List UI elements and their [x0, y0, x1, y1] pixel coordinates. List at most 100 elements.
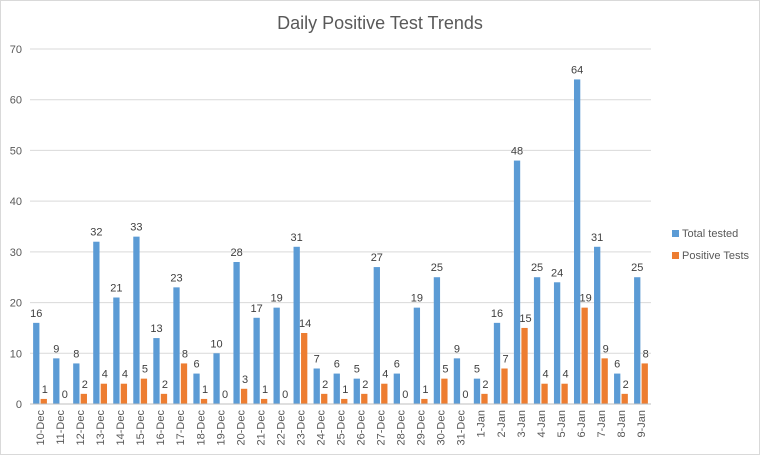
data-label-positive-tests: 9 — [603, 343, 609, 355]
data-label-total-tested: 17 — [250, 303, 262, 315]
legend-label-total-tested: Total tested — [682, 228, 738, 240]
bar-total-tested — [213, 353, 220, 404]
y-tick-label: 20 — [10, 298, 22, 310]
data-label-positive-tests: 0 — [402, 389, 408, 401]
data-label-positive-tests: 5 — [142, 364, 148, 376]
x-tick-label: 22-Dec — [275, 410, 287, 446]
bar-total-tested — [253, 317, 260, 404]
bar-total-tested — [553, 282, 561, 404]
bar-total-tested — [353, 378, 360, 404]
legend-swatch-positive-tests — [672, 252, 679, 259]
data-label-total-tested: 25 — [531, 262, 543, 274]
bar-total-tested — [193, 373, 200, 404]
bar-positive-tests — [501, 368, 508, 404]
data-label-positive-tests: 4 — [382, 369, 388, 381]
data-label-total-tested: 8 — [73, 348, 79, 360]
data-label-total-tested: 7 — [314, 354, 320, 366]
data-label-total-tested: 6 — [394, 359, 400, 371]
data-label-total-tested: 48 — [511, 146, 523, 158]
data-label-total-tested: 6 — [193, 359, 199, 371]
x-tick-label: 21-Dec — [255, 410, 267, 446]
data-label-total-tested: 31 — [291, 232, 303, 244]
bar-positive-tests — [381, 383, 388, 404]
x-tick-label: 24-Dec — [315, 410, 327, 446]
y-tick-label: 10 — [10, 348, 22, 360]
bar-total-tested — [153, 338, 160, 404]
bar-positive-tests — [240, 388, 248, 404]
data-label-positive-tests: 2 — [362, 379, 368, 391]
x-tick-label: 6-Jan — [576, 410, 588, 438]
bar-positive-tests — [641, 363, 648, 404]
bar-total-tested — [533, 277, 541, 404]
bar-positive-tests — [361, 393, 368, 404]
data-label-positive-tests: 4 — [563, 369, 569, 381]
x-tick-label: 15-Dec — [135, 410, 147, 446]
bar-total-tested — [614, 373, 621, 404]
data-label-total-tested: 28 — [230, 247, 242, 259]
data-label-total-tested: 24 — [551, 267, 563, 279]
x-tick-label: 26-Dec — [356, 410, 368, 446]
x-tick-label: 4-Jan — [536, 410, 548, 438]
data-label-positive-tests: 0 — [222, 389, 228, 401]
data-label-total-tested: 19 — [411, 293, 423, 305]
data-label-total-tested: 23 — [170, 272, 182, 284]
bar-positive-tests — [541, 383, 548, 404]
bar-positive-tests — [301, 333, 308, 404]
bar-total-tested — [313, 368, 320, 404]
chart-title: Daily Positive Test Trends — [277, 13, 483, 33]
data-label-total-tested: 9 — [454, 343, 460, 355]
bar-total-tested — [273, 307, 280, 404]
data-label-positive-tests: 1 — [262, 384, 268, 396]
data-labels: 1619082324214335132238611002831711903114… — [30, 64, 649, 401]
data-label-total-tested: 5 — [474, 364, 480, 376]
data-label-total-tested: 6 — [334, 359, 340, 371]
bar-total-tested — [133, 236, 140, 404]
bar-positive-tests — [40, 398, 47, 404]
data-label-total-tested: 32 — [90, 227, 102, 239]
data-label-positive-tests: 15 — [519, 313, 531, 325]
bar-total-tested — [373, 267, 380, 404]
bar-positive-tests — [140, 378, 148, 404]
data-label-total-tested: 16 — [491, 308, 503, 320]
bar-total-tested — [513, 160, 521, 404]
data-label-total-tested: 33 — [130, 222, 142, 234]
bar-total-tested — [173, 287, 180, 404]
bars — [33, 79, 648, 404]
x-tick-label: 27-Dec — [376, 410, 388, 446]
bar-total-tested — [473, 378, 481, 404]
legend-swatch-total-tested — [672, 230, 679, 237]
bar-total-tested — [333, 373, 340, 404]
data-label-total-tested: 5 — [354, 364, 360, 376]
bar-positive-tests — [120, 383, 128, 404]
bar-total-tested — [573, 79, 581, 404]
x-tick-label: 31-Dec — [456, 410, 468, 446]
x-tick-label: 16-Dec — [155, 410, 167, 446]
data-label-positive-tests: 2 — [322, 379, 328, 391]
data-label-positive-tests: 1 — [202, 384, 208, 396]
x-tick-label: 7-Jan — [596, 410, 608, 438]
bar-positive-tests — [341, 398, 348, 404]
bar-total-tested — [634, 277, 641, 404]
x-tick-label: 28-Dec — [396, 410, 408, 446]
bar-positive-tests — [321, 393, 328, 404]
bar-total-tested — [113, 297, 120, 404]
data-label-total-tested: 13 — [150, 323, 162, 335]
data-label-positive-tests: 2 — [82, 379, 88, 391]
data-label-total-tested: 25 — [431, 262, 443, 274]
x-tick-label: 10-Dec — [35, 410, 47, 446]
x-tick-label: 9-Jan — [636, 410, 648, 438]
x-tick-label: 12-Dec — [75, 410, 87, 446]
y-tick-label: 60 — [10, 95, 22, 107]
bar-positive-tests — [521, 327, 528, 404]
x-tick-label: 14-Dec — [115, 410, 127, 446]
data-label-positive-tests: 4 — [102, 369, 108, 381]
y-tick-label: 0 — [16, 399, 22, 411]
y-tick-label: 30 — [10, 247, 22, 259]
data-label-total-tested: 19 — [271, 293, 283, 305]
x-tick-label: 18-Dec — [195, 410, 207, 446]
bar-positive-tests — [80, 393, 87, 404]
data-label-positive-tests: 1 — [342, 384, 348, 396]
